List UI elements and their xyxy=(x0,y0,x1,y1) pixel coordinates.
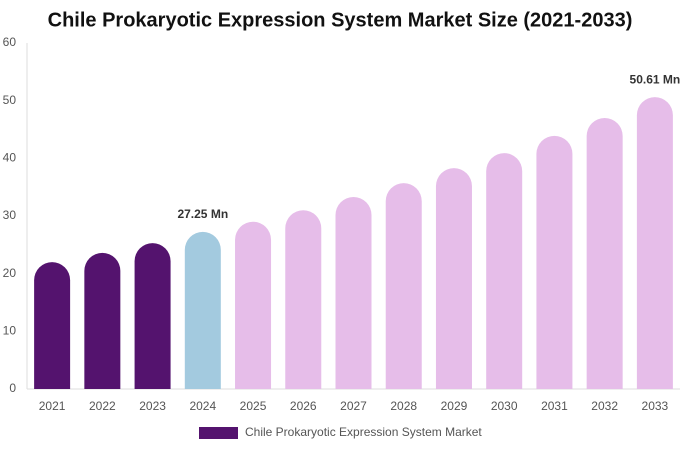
x-tick-label: 2031 xyxy=(541,399,568,413)
bar xyxy=(486,153,523,389)
x-tick-label: 2029 xyxy=(441,399,468,413)
chart-title: Chile Prokaryotic Expression System Mark… xyxy=(48,9,633,31)
value-label: 27.25 Mn xyxy=(177,207,228,221)
y-tick-label: 50 xyxy=(3,93,17,107)
legend-swatch xyxy=(199,427,238,439)
x-tick-label: 2022 xyxy=(89,399,116,413)
x-tick-label: 2023 xyxy=(139,399,166,413)
bar xyxy=(335,196,372,389)
bar xyxy=(34,262,71,389)
x-tick-label: 2026 xyxy=(290,399,317,413)
bar xyxy=(536,135,573,389)
y-tick-label: 20 xyxy=(3,266,17,280)
y-tick-label: 10 xyxy=(3,324,17,338)
x-tick-label: 2033 xyxy=(642,399,669,413)
y-tick-label: 40 xyxy=(3,151,17,165)
x-tick-label: 2030 xyxy=(491,399,518,413)
bar xyxy=(235,221,272,389)
y-tick-label: 30 xyxy=(3,208,17,222)
x-tick-label: 2028 xyxy=(390,399,417,413)
y-tick-label: 60 xyxy=(3,35,17,49)
x-tick-label: 2024 xyxy=(189,399,216,413)
y-tick-label: 0 xyxy=(9,381,16,395)
bar xyxy=(435,168,472,389)
bar xyxy=(285,210,322,389)
value-label: 50.61 Mn xyxy=(630,72,680,86)
x-tick-label: 2025 xyxy=(240,399,267,413)
legend-label: Chile Prokaryotic Expression System Mark… xyxy=(245,425,482,439)
bar xyxy=(586,117,623,389)
x-tick-label: 2032 xyxy=(591,399,618,413)
x-tick-label: 2021 xyxy=(39,399,66,413)
bar xyxy=(636,97,673,390)
x-tick-label: 2027 xyxy=(340,399,367,413)
bar xyxy=(84,252,121,389)
bar xyxy=(134,243,171,389)
bar xyxy=(385,183,422,389)
bar xyxy=(184,231,221,389)
